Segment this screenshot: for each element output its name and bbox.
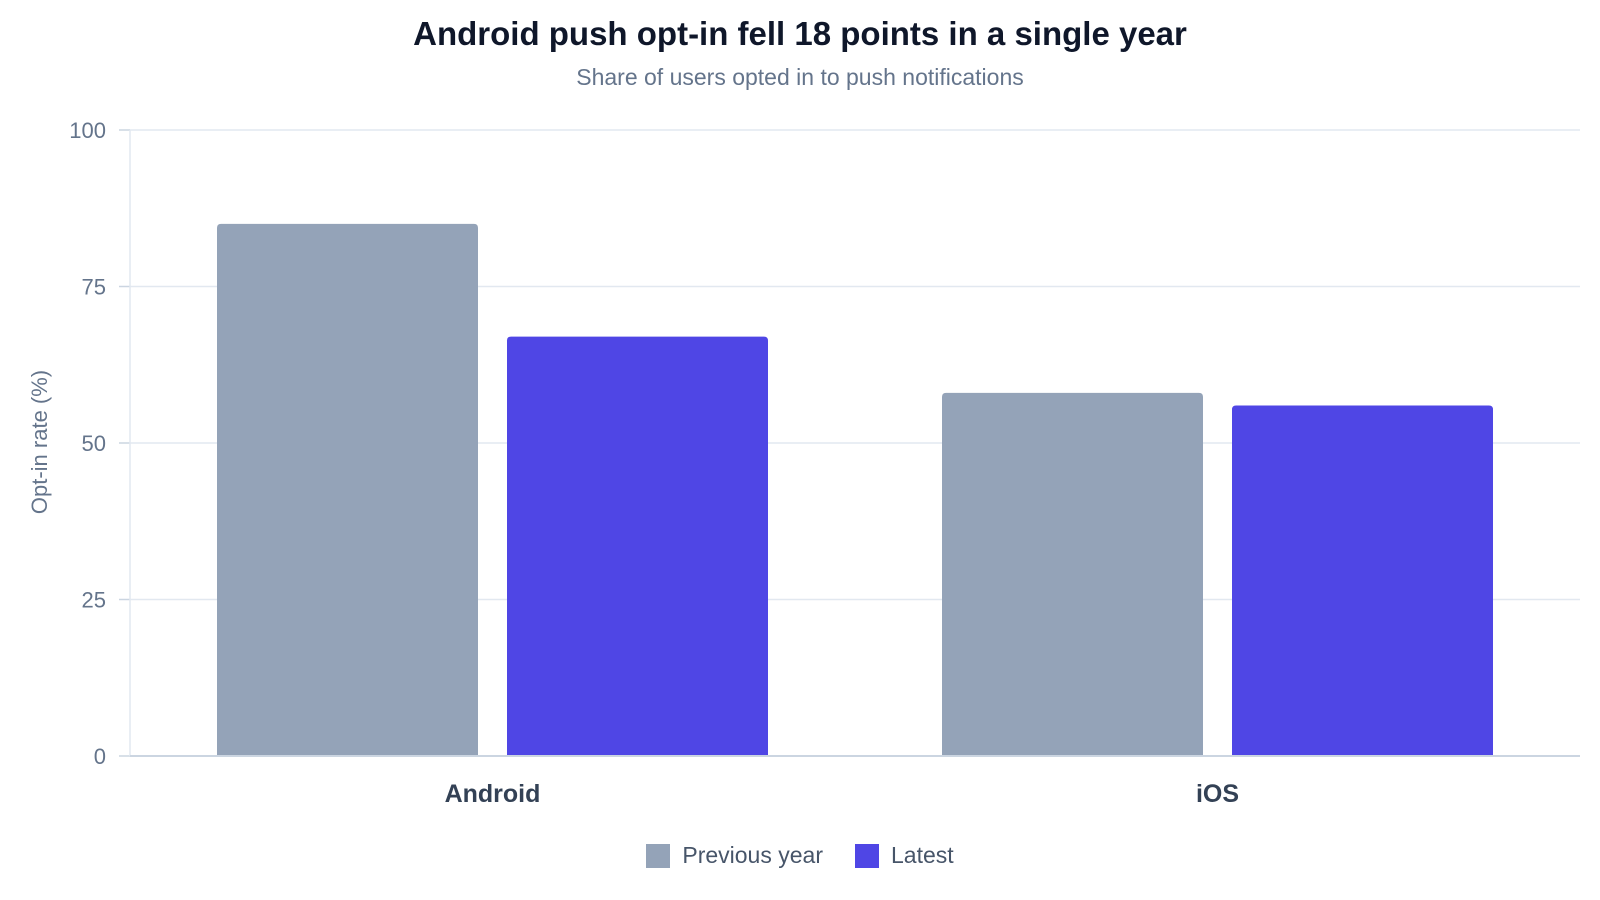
legend: Previous year Latest bbox=[0, 842, 1600, 869]
x-category-label: Android bbox=[445, 780, 541, 808]
y-tick-label: 50 bbox=[82, 431, 106, 456]
legend-label: Latest bbox=[890, 842, 954, 868]
y-tick-label: 25 bbox=[82, 588, 106, 613]
bar-previous-year-ios bbox=[942, 392, 1203, 756]
y-tick-label: 100 bbox=[69, 118, 106, 143]
chart-title: Android push opt-in fell 18 points in a … bbox=[413, 15, 1187, 52]
legend-swatch bbox=[854, 843, 879, 868]
bar-latest-ios bbox=[1232, 405, 1493, 756]
y-axis-title: Opt-in rate (%) bbox=[27, 370, 52, 514]
y-tick-label: 75 bbox=[82, 275, 106, 300]
y-tick-label: 0 bbox=[94, 744, 106, 769]
legend-item: Previous year bbox=[646, 842, 823, 869]
axes: 0 25 50 75 100 Android iOS bbox=[69, 118, 1580, 808]
legend-item: Latest bbox=[854, 842, 954, 869]
chart-subtitle: Share of users opted in to push notifica… bbox=[576, 64, 1024, 90]
x-category-label: iOS bbox=[1196, 780, 1239, 808]
bars bbox=[217, 223, 1493, 756]
bar-previous-year-android bbox=[217, 223, 478, 756]
legend-label: Previous year bbox=[682, 842, 823, 868]
legend-swatch bbox=[646, 843, 671, 868]
bar-latest-android bbox=[507, 336, 768, 756]
